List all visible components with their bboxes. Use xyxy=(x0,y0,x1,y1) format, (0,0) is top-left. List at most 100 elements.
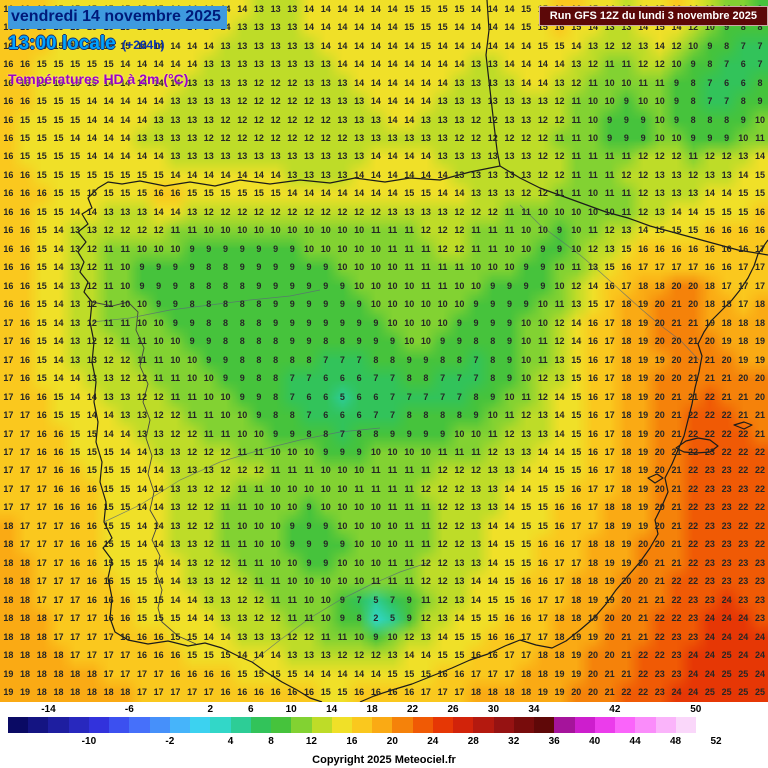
temp-value: 13 xyxy=(354,151,365,162)
temp-value: 15 xyxy=(187,631,198,642)
temp-value: 14 xyxy=(304,3,315,14)
temp-value: 13 xyxy=(621,225,632,236)
temp-value: 14 xyxy=(387,96,398,107)
temp-value: 16 xyxy=(20,96,31,107)
temp-value: 13 xyxy=(220,594,231,605)
temp-value: 22 xyxy=(654,613,665,624)
temp-value: 14 xyxy=(504,40,515,51)
temp-value: 9 xyxy=(289,243,295,254)
temp-value: 9 xyxy=(557,243,563,254)
temp-value: 19 xyxy=(638,428,649,439)
temp-value: 14 xyxy=(704,188,715,199)
temp-value: 10 xyxy=(320,465,331,476)
temp-value: 22 xyxy=(688,502,699,513)
temp-value: 10 xyxy=(136,243,147,254)
temp-value: 15 xyxy=(53,59,64,70)
legend-segment xyxy=(635,717,656,733)
temp-value: 13 xyxy=(136,410,147,421)
temp-value: 11 xyxy=(454,262,465,273)
temp-value: 13 xyxy=(504,114,515,125)
temp-value: 10 xyxy=(604,77,615,88)
temp-value: 13 xyxy=(120,391,131,402)
temp-value: 10 xyxy=(354,557,365,568)
temp-value: 8 xyxy=(406,373,412,384)
temp-value: 20 xyxy=(671,336,682,347)
temp-value: 16 xyxy=(754,206,765,217)
temp-value: 14 xyxy=(270,650,281,661)
temp-value: 13 xyxy=(521,169,532,180)
temp-value: 10 xyxy=(320,483,331,494)
temp-value: 17 xyxy=(537,613,548,624)
temp-value: 10 xyxy=(354,539,365,550)
temp-value: 25 xyxy=(721,687,732,698)
temp-value: 18 xyxy=(621,465,632,476)
temp-value: 8 xyxy=(490,336,496,347)
temp-value: 13 xyxy=(237,22,248,33)
temp-value: 9 xyxy=(139,262,145,273)
temp-value: 11 xyxy=(621,151,632,162)
temp-value: 12 xyxy=(638,169,649,180)
temp-value: 16 xyxy=(53,465,64,476)
temp-value: 10 xyxy=(237,410,248,421)
temp-value: 13 xyxy=(103,391,114,402)
temp-value: 20 xyxy=(721,354,732,365)
temp-value: 17 xyxy=(638,262,649,273)
temp-value: 15 xyxy=(504,557,515,568)
temp-value: 12 xyxy=(471,206,482,217)
temp-value: 9 xyxy=(289,299,295,310)
temp-value: 6 xyxy=(323,410,329,421)
temp-value: 10 xyxy=(521,354,532,365)
temp-value: 18 xyxy=(721,317,732,328)
temp-value: 15 xyxy=(120,502,131,513)
temp-value: 12 xyxy=(404,631,415,642)
temp-value: 22 xyxy=(721,410,732,421)
temp-value: 11 xyxy=(103,280,114,291)
temp-value: 19 xyxy=(621,520,632,531)
temp-value: 12 xyxy=(554,151,565,162)
temp-value: 18 xyxy=(86,668,97,679)
temp-value: 12 xyxy=(220,446,231,457)
temp-value: 21 xyxy=(671,483,682,494)
temp-value: 17 xyxy=(3,502,14,513)
temp-value: 18 xyxy=(3,631,14,642)
temp-value: 6 xyxy=(356,391,362,402)
temp-value: 14 xyxy=(487,576,498,587)
temp-value: 13 xyxy=(454,557,465,568)
atlantic-coast-path xyxy=(77,0,501,702)
temp-value: 21 xyxy=(671,557,682,568)
temp-value: 11 xyxy=(220,428,231,439)
temp-value: 14 xyxy=(370,188,381,199)
temp-value: 11 xyxy=(387,557,398,568)
temp-value: 19 xyxy=(554,687,565,698)
temp-value: 13 xyxy=(253,151,264,162)
temp-value: 20 xyxy=(638,539,649,550)
temp-value: 11 xyxy=(220,502,231,513)
temp-value: 23 xyxy=(754,557,765,568)
temp-value: 12 xyxy=(638,188,649,199)
temp-value: 22 xyxy=(638,650,649,661)
temp-value: 8 xyxy=(456,410,462,421)
temp-value: 16 xyxy=(86,539,97,550)
temp-value: 15 xyxy=(337,687,348,698)
temp-value: 18 xyxy=(53,668,64,679)
temp-value: 14 xyxy=(103,114,114,125)
temp-value: 8 xyxy=(256,373,262,384)
temp-value: 14 xyxy=(504,520,515,531)
temp-value: 13 xyxy=(287,650,298,661)
temp-value: 16 xyxy=(103,576,114,587)
temp-value: 20 xyxy=(654,391,665,402)
temp-value: 14 xyxy=(136,77,147,88)
temp-value: 8 xyxy=(490,354,496,365)
temp-value: 17 xyxy=(187,687,198,698)
temp-value: 9 xyxy=(390,336,396,347)
temperature-map[interactable]: 1616161515151515151514141414141313131414… xyxy=(0,0,768,702)
temp-value: 9 xyxy=(506,317,512,328)
temp-value: 13 xyxy=(454,169,465,180)
temp-value: 10 xyxy=(337,557,348,568)
temp-value: 15 xyxy=(103,169,114,180)
temp-value: 13 xyxy=(354,114,365,125)
temp-value: 17 xyxy=(3,391,14,402)
temp-value: 9 xyxy=(506,336,512,347)
temp-value: 9 xyxy=(724,22,730,33)
temp-value: 12 xyxy=(103,354,114,365)
